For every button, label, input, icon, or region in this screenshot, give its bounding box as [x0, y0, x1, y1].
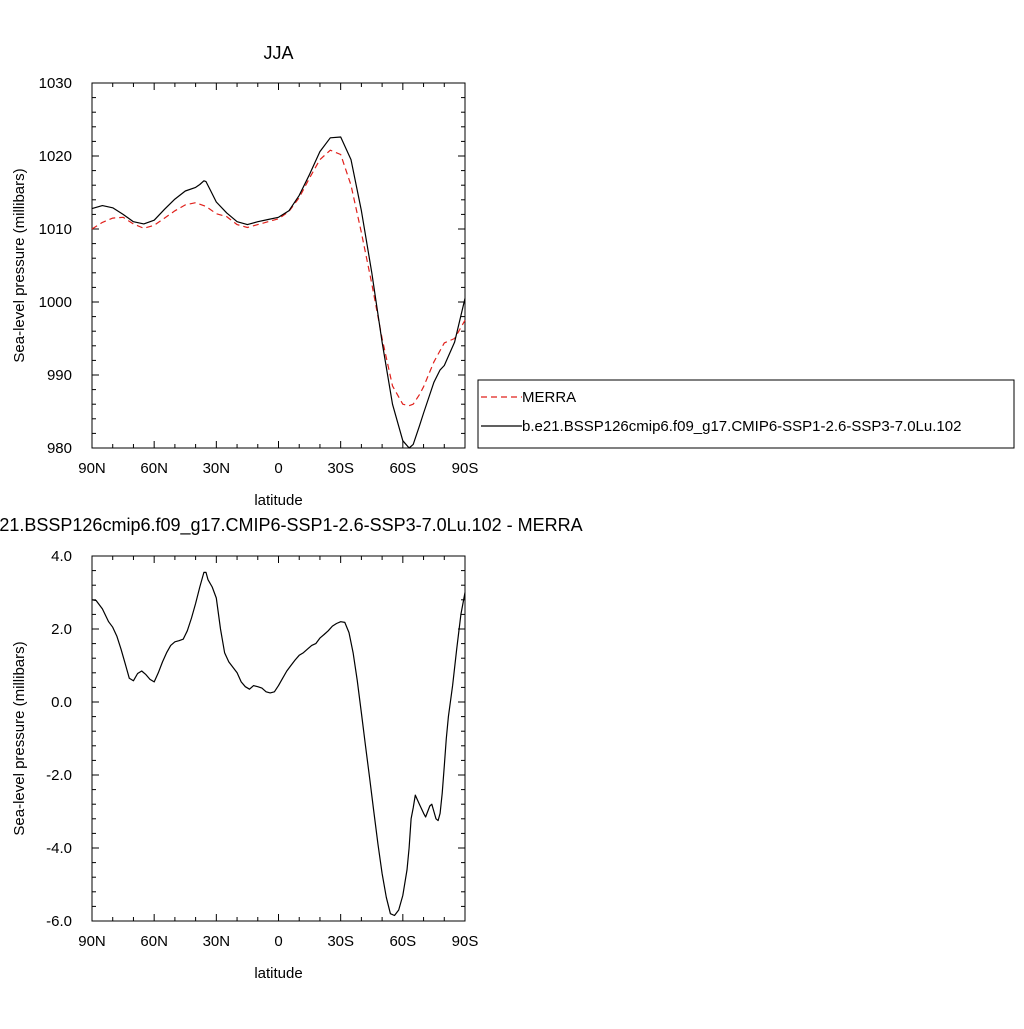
legend-box	[477, 379, 1015, 449]
y-tick-label: 0.0	[51, 694, 72, 711]
y-axis-label: Sea-level pressure (millibars)	[11, 168, 28, 362]
x-axis-label: latitude	[254, 965, 302, 982]
series-line-model	[91, 571, 466, 917]
y-tick-label: 4.0	[51, 548, 72, 565]
x-tick-label: 30N	[203, 460, 231, 477]
x-tick-label: 90S	[452, 460, 479, 477]
y-tick-label: 1020	[39, 148, 72, 165]
y-tick-label: 1000	[39, 294, 72, 311]
chart-axes: 90N 60N 30N 0 30S 60S 90S 980 990 1000 1010 1020 103…	[11, 75, 478, 982]
y-tick-label: -4.0	[46, 840, 72, 857]
x-tick-label: 90N	[78, 933, 106, 950]
x-tick-label: 90S	[452, 933, 479, 950]
chart-title: b.e21.BSSP126cmip6.f09_g17.CMIP6-SSP1-2.…	[0, 515, 583, 536]
chart-series	[91, 136, 466, 917]
chart-titles: JJA b.e21.BSSP126cmip6.f09_g17.CMIP6-SSP1…	[0, 43, 583, 536]
legend-label: b.e21.BSSP126cmip6.f09_g17.CMIP6-SSP1-2.…	[522, 418, 961, 435]
legend-label: MERRA	[522, 389, 576, 406]
chart-title: JJA	[263, 43, 293, 63]
y-axis-label: Sea-level pressure (millibars)	[11, 641, 28, 835]
x-tick-label: 30N	[203, 933, 231, 950]
x-tick-label: 30S	[327, 933, 354, 950]
x-tick-label: 60S	[389, 460, 416, 477]
y-tick-label: 980	[47, 440, 72, 457]
y-tick-label: 990	[47, 367, 72, 384]
x-tick-label: 60S	[389, 933, 416, 950]
chart-legend: MERRA b.e21.BSSP126cmip6.f09_g17.CMIP6-SS…	[477, 379, 1015, 449]
x-tick-label: 0	[274, 460, 282, 477]
x-axis-label: latitude	[254, 492, 302, 509]
x-tick-label: 30S	[327, 460, 354, 477]
x-tick-label: 0	[274, 933, 282, 950]
x-tick-label: 90N	[78, 460, 106, 477]
y-tick-label: 1010	[39, 221, 72, 238]
x-tick-label: 60N	[140, 933, 168, 950]
series-line-model	[91, 136, 466, 449]
plot-frame	[91, 82, 466, 449]
plot-frame	[91, 555, 466, 922]
y-tick-label: 1030	[39, 75, 72, 92]
y-tick-label: -2.0	[46, 767, 72, 784]
series-line-merra	[91, 149, 466, 407]
y-tick-label: 2.0	[51, 621, 72, 638]
x-tick-label: 60N	[140, 460, 168, 477]
y-tick-label: -6.0	[46, 913, 72, 930]
